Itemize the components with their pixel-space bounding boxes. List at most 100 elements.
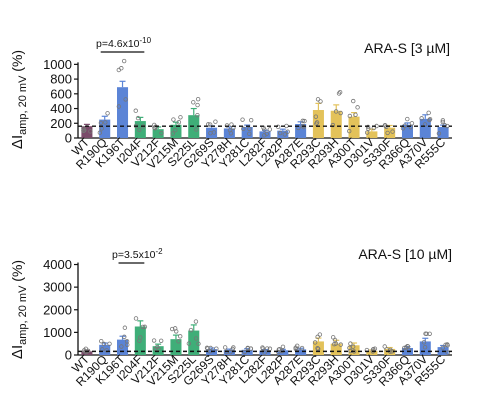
data-point [151, 338, 157, 343]
data-point [364, 130, 370, 135]
data-point [409, 121, 415, 126]
bar-g269s [206, 127, 218, 138]
data-point [195, 112, 200, 118]
data-point [119, 344, 124, 349]
data-point [440, 119, 445, 125]
data-point [194, 127, 199, 132]
bar-v215m [170, 124, 182, 138]
bar-r293c [312, 341, 324, 355]
bar-a287e [295, 349, 307, 355]
data-point [315, 97, 321, 102]
data-point [207, 122, 213, 127]
data-point [419, 116, 424, 121]
bar-wt [81, 351, 93, 355]
data-point [248, 117, 254, 123]
data-point [421, 340, 427, 345]
bar-l282f [259, 350, 271, 355]
data-point [101, 341, 107, 347]
y-tick-label: 1000 [43, 325, 72, 340]
data-point [138, 335, 143, 340]
data-point [332, 337, 338, 343]
data-point [317, 332, 323, 337]
data-point [422, 344, 428, 350]
data-point [224, 123, 230, 128]
data-point [365, 124, 371, 130]
data-point [116, 104, 122, 109]
data-point [206, 122, 211, 127]
data-point [107, 341, 112, 346]
data-point [222, 345, 228, 350]
bar-wt [81, 126, 93, 138]
data-point [178, 334, 183, 339]
data-point [241, 126, 246, 132]
data-point [351, 98, 356, 104]
bar-v215m [170, 339, 182, 355]
data-point [284, 123, 289, 129]
data-point [135, 115, 141, 121]
bar-k196t [117, 339, 129, 355]
data-point [372, 346, 378, 351]
data-point [385, 130, 390, 136]
bar-y281c [241, 126, 253, 138]
data-point [267, 127, 273, 132]
data-point [405, 344, 411, 349]
data-point [262, 133, 267, 138]
data-point [427, 116, 433, 122]
data-point [82, 348, 87, 353]
data-point [186, 341, 192, 346]
data-point [81, 128, 86, 134]
bar-a300t [348, 345, 360, 355]
data-point [137, 127, 142, 133]
data-point [105, 111, 110, 116]
data-point [208, 130, 213, 136]
data-point [155, 344, 160, 350]
data-point [382, 344, 387, 349]
data-point [178, 115, 183, 120]
y-tick-label: 600 [50, 86, 72, 101]
data-point [176, 119, 182, 125]
data-point [424, 331, 429, 337]
bar-i204f [134, 121, 146, 138]
data-point [312, 340, 318, 345]
data-point [336, 91, 342, 96]
bar-i204f [134, 326, 146, 355]
data-point [228, 131, 234, 136]
data-point [260, 345, 265, 350]
data-point [388, 347, 393, 353]
data-point [133, 108, 138, 113]
data-point [436, 131, 442, 136]
data-point [440, 345, 445, 351]
data-point [366, 126, 371, 131]
bar-y278h [223, 350, 235, 355]
data-point [193, 319, 199, 324]
data-point [313, 114, 319, 119]
y-tick-label: 400 [50, 101, 72, 116]
data-point [347, 113, 353, 119]
data-point [133, 316, 139, 321]
y-tick-label: 800 [50, 72, 72, 87]
data-point [280, 344, 286, 349]
data-point [333, 109, 339, 114]
data-point [103, 120, 108, 125]
data-point [88, 129, 93, 134]
data-point [188, 327, 194, 333]
data-point [390, 129, 395, 134]
data-point [348, 341, 353, 346]
y-axis-label: ΔIamp, 20 mV (%) [9, 50, 29, 149]
data-point [338, 110, 343, 116]
data-point [191, 100, 196, 105]
data-point [196, 341, 201, 346]
data-point [282, 132, 288, 137]
data-point [355, 105, 360, 110]
bar-r366q [401, 124, 413, 138]
data-point [262, 350, 267, 355]
data-point [121, 58, 127, 64]
data-point [442, 123, 447, 128]
data-point [170, 131, 175, 136]
data-point [318, 99, 323, 104]
data-point [193, 336, 199, 341]
data-point [300, 118, 306, 124]
data-point [119, 66, 124, 71]
